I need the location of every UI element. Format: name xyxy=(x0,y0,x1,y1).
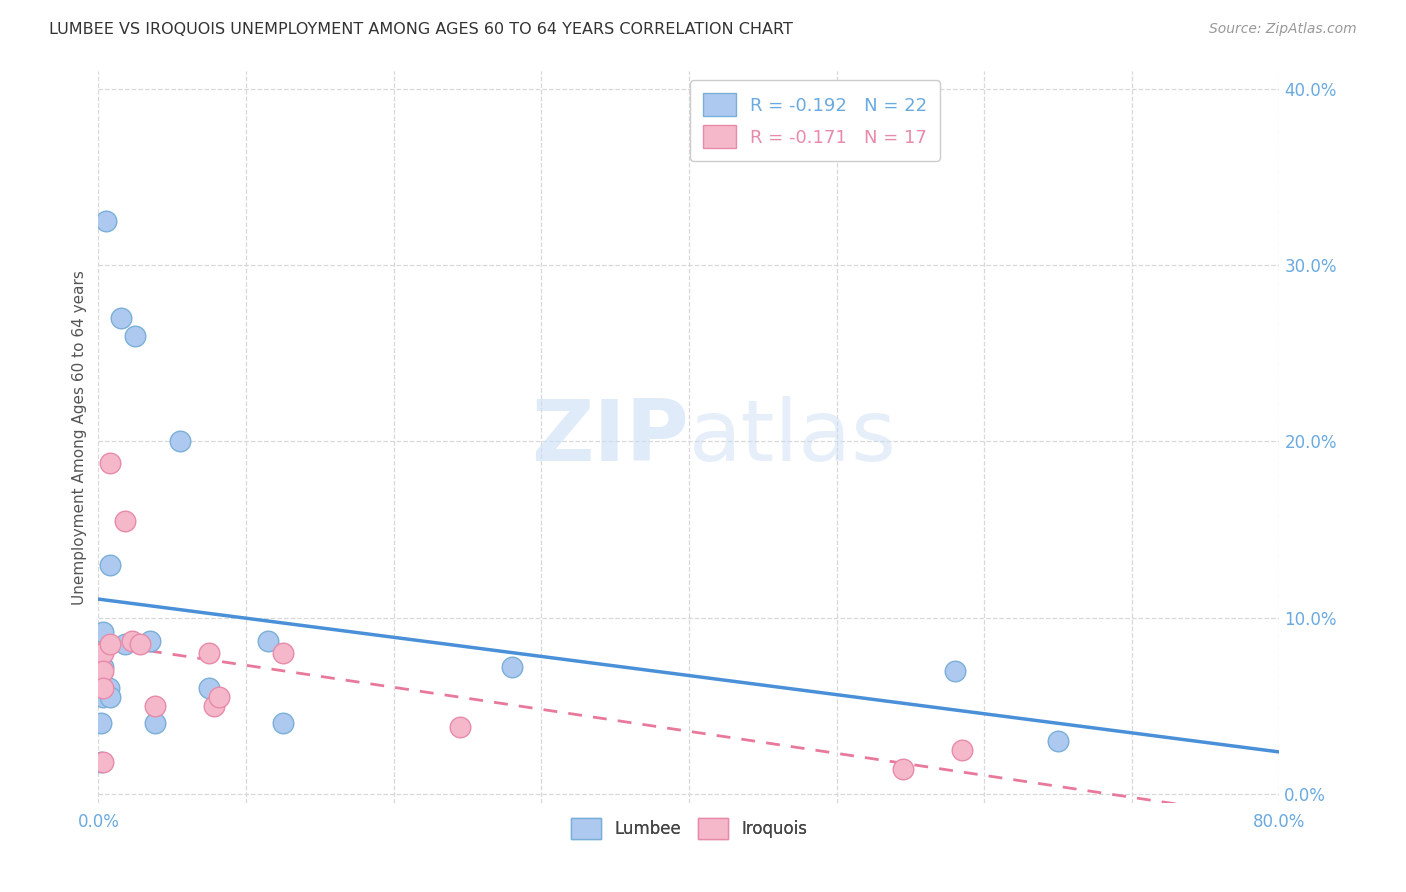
Point xyxy=(91,646,114,660)
Point xyxy=(97,681,120,696)
Point xyxy=(891,762,914,776)
Point xyxy=(271,716,294,731)
Text: LUMBEE VS IROQUOIS UNEMPLOYMENT AMONG AGES 60 TO 64 YEARS CORRELATION CHART: LUMBEE VS IROQUOIS UNEMPLOYMENT AMONG AG… xyxy=(49,22,793,37)
Point xyxy=(271,646,294,660)
Text: atlas: atlas xyxy=(689,395,897,479)
Point xyxy=(198,646,221,660)
Point xyxy=(91,681,114,696)
Point xyxy=(449,720,471,734)
Point xyxy=(90,756,112,770)
Point xyxy=(94,214,117,228)
Point xyxy=(198,681,221,696)
Point xyxy=(202,698,225,713)
Point xyxy=(124,328,146,343)
Point xyxy=(98,690,121,704)
Point xyxy=(90,678,112,692)
Point xyxy=(143,716,166,731)
Text: Source: ZipAtlas.com: Source: ZipAtlas.com xyxy=(1209,22,1357,37)
Point xyxy=(139,633,162,648)
Point xyxy=(98,456,121,470)
Point xyxy=(91,664,114,678)
Point xyxy=(121,633,143,648)
Point xyxy=(114,514,136,528)
Point xyxy=(98,558,121,572)
Point xyxy=(128,637,150,651)
Point xyxy=(110,311,132,326)
Point xyxy=(91,660,114,674)
Point xyxy=(1046,734,1070,748)
Point xyxy=(114,637,136,651)
Y-axis label: Unemployment Among Ages 60 to 64 years: Unemployment Among Ages 60 to 64 years xyxy=(72,269,87,605)
Point xyxy=(208,690,231,704)
Point xyxy=(257,633,280,648)
Point xyxy=(90,716,112,731)
Point xyxy=(950,743,973,757)
Point xyxy=(169,434,191,449)
Point xyxy=(91,756,114,770)
Point xyxy=(98,637,121,651)
Text: ZIP: ZIP xyxy=(531,395,689,479)
Point xyxy=(143,698,166,713)
Point xyxy=(91,624,114,639)
Point xyxy=(91,690,114,704)
Legend: Lumbee, Iroquois: Lumbee, Iroquois xyxy=(564,811,814,846)
Point xyxy=(943,664,966,678)
Point xyxy=(501,660,523,674)
